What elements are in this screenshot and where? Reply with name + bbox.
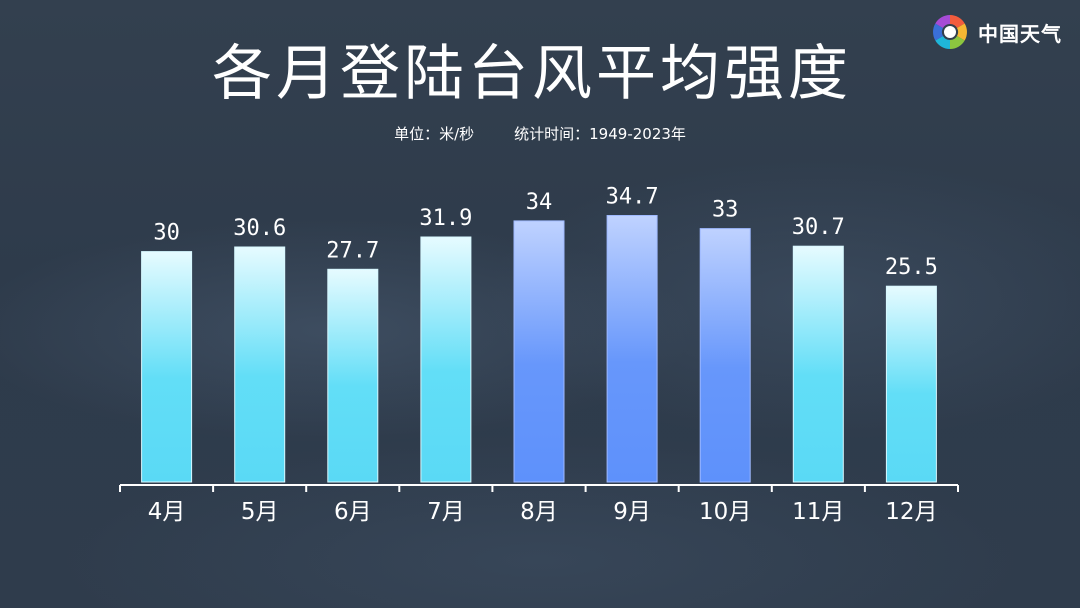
tick-label-10月: 10月 (699, 499, 751, 525)
bar-9月 (606, 215, 658, 483)
period-label: 统计时间：1949-2023年 (514, 125, 686, 143)
value-label-7月: 31.9 (419, 206, 472, 231)
value-labels-group: 30 30.6 27.7 31.9 34 34.7 33 30.7 25.5 (153, 185, 938, 281)
value-label-8月: 34 (526, 190, 553, 215)
tick-label-9月: 9月 (613, 499, 651, 525)
bar-10月 (699, 228, 751, 483)
chart-title: 各月登陆台风平均强度 (212, 39, 852, 109)
value-label-6月: 27.7 (326, 238, 379, 263)
tick-label-11月: 11月 (792, 499, 844, 525)
tick-label-12月: 12月 (885, 499, 937, 525)
x-axis (119, 484, 959, 492)
tick-label-6月: 6月 (334, 499, 372, 525)
tick-label-4月: 4月 (148, 499, 186, 525)
value-label-10月: 33 (712, 198, 739, 223)
value-label-11月: 30.7 (792, 215, 845, 240)
bar-5月 (234, 246, 286, 483)
china-weather-logo-icon (933, 15, 967, 49)
tick-label-7月: 7月 (427, 499, 465, 525)
bar-7月 (420, 236, 472, 483)
tick-label-5月: 5月 (241, 499, 279, 525)
unit-label: 单位：米/秒 (394, 125, 475, 143)
value-label-4月: 30 (153, 221, 180, 246)
bar-8月 (513, 220, 565, 483)
value-label-5月: 30.6 (233, 216, 286, 241)
bar-4月 (141, 251, 193, 483)
value-label-9月: 34.7 (606, 185, 659, 210)
bar-6月 (327, 268, 379, 483)
bar-12月 (885, 285, 937, 483)
bars-group (141, 215, 937, 483)
x-tick-labels: 4月 5月 6月 7月 8月 9月 10月 11月 12月 (148, 499, 938, 525)
brand-logo: 中国天气 (930, 12, 1062, 52)
brand-name: 中国天气 (978, 21, 1062, 46)
tick-label-8月: 8月 (520, 499, 558, 525)
value-label-12月: 25.5 (885, 255, 938, 280)
bar-11月 (792, 245, 844, 483)
chart-subtitle: 单位：米/秒 统计时间：1949-2023年 (0, 124, 1080, 144)
